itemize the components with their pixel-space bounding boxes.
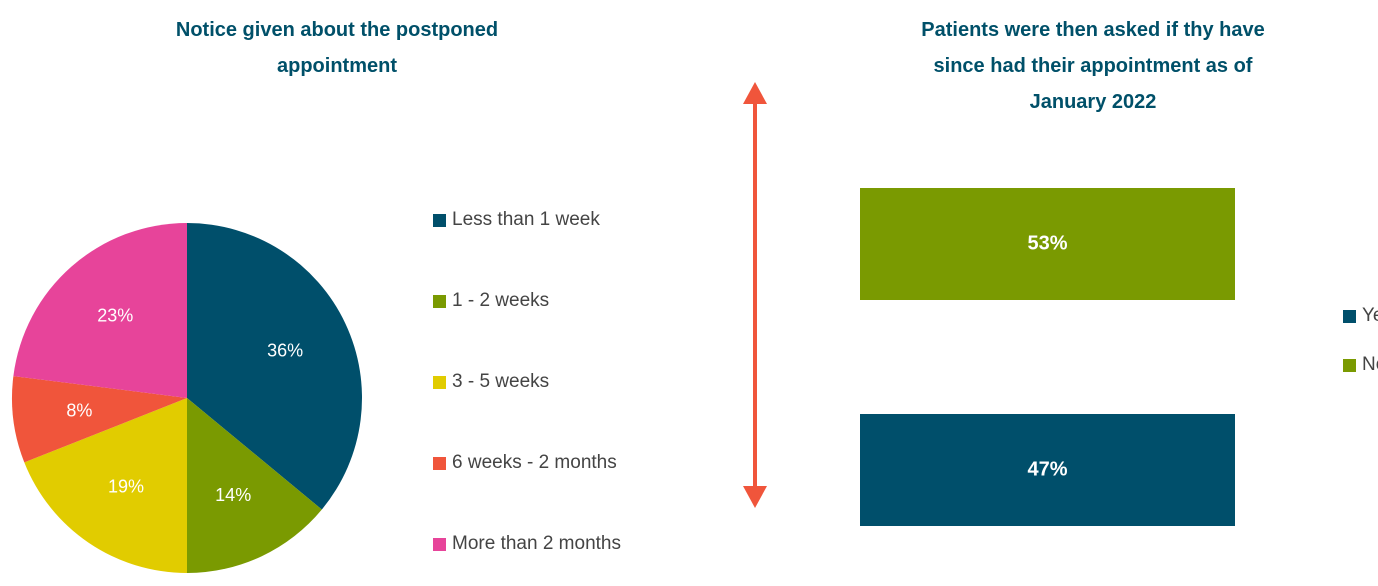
- slice-label: 8%: [66, 400, 92, 420]
- legend-item: Less than 1 week: [433, 208, 633, 232]
- legend-item: 6 weeks - 2 months: [433, 451, 633, 475]
- legend-item: Yes: [1343, 304, 1378, 328]
- legend-label: Less than 1 week: [452, 209, 600, 230]
- bar-label: 53%: [1027, 232, 1067, 254]
- legend-label: More than 2 months: [452, 533, 621, 554]
- legend-swatch: [433, 538, 446, 551]
- pie-slice: [12, 376, 188, 463]
- legend-item: 1 - 2 weeks: [433, 289, 633, 313]
- bar: [860, 414, 1235, 526]
- legend-swatch: [1343, 310, 1356, 323]
- legend-label: Yes: [1362, 305, 1378, 326]
- legend-swatch: [433, 295, 446, 308]
- pie-title: Notice given about the postponed appoint…: [175, 19, 499, 77]
- legend-item: 3 - 5 weeks: [433, 370, 633, 394]
- legend-label: 3 - 5 weeks: [452, 371, 550, 392]
- legend-swatch: [1343, 359, 1356, 372]
- pie-slice: [24, 398, 187, 573]
- pie-slice: [187, 398, 322, 573]
- legend-swatch: [433, 214, 446, 227]
- bar-title: Patients were then asked if thy have sin…: [921, 19, 1265, 113]
- slice-label: 23%: [97, 305, 133, 325]
- slice-label: 36%: [267, 341, 303, 361]
- legend-label: 6 weeks - 2 months: [452, 452, 617, 473]
- legend-swatch: [433, 376, 446, 389]
- bar: [860, 188, 1235, 300]
- legend-swatch: [433, 457, 446, 470]
- legend-label: 1 - 2 weeks: [452, 290, 550, 311]
- legend-label: No: [1362, 354, 1378, 375]
- pie-slice: [13, 223, 187, 398]
- legend-item: More than 2 months: [433, 532, 633, 556]
- pie-slice: [187, 223, 362, 510]
- slice-label: 14%: [215, 485, 251, 505]
- legend-item: No: [1343, 353, 1378, 377]
- slice-label: 19%: [108, 476, 144, 496]
- bar-label: 47%: [1027, 458, 1067, 480]
- divider-arrow: [743, 82, 767, 508]
